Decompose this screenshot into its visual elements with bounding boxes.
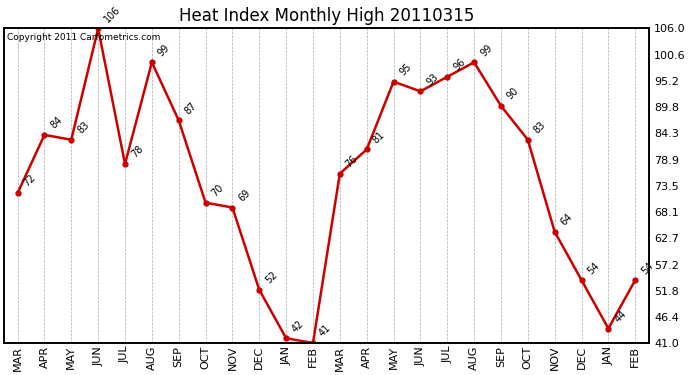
Text: 95: 95 <box>397 62 413 78</box>
Text: 106: 106 <box>102 4 122 24</box>
Text: 52: 52 <box>264 270 279 286</box>
Text: 70: 70 <box>210 183 226 198</box>
Text: 87: 87 <box>183 100 199 116</box>
Text: 41: 41 <box>317 323 333 339</box>
Text: 99: 99 <box>478 42 494 58</box>
Text: 42: 42 <box>290 318 306 334</box>
Text: 69: 69 <box>237 188 253 203</box>
Text: 54: 54 <box>640 260 655 276</box>
Text: 78: 78 <box>129 144 145 160</box>
Title: Heat Index Monthly High 20110315: Heat Index Monthly High 20110315 <box>179 8 474 26</box>
Text: 84: 84 <box>48 115 64 131</box>
Text: 54: 54 <box>586 260 602 276</box>
Text: 64: 64 <box>559 212 575 228</box>
Text: Copyright 2011 Carfometrics.com: Copyright 2011 Carfometrics.com <box>8 33 161 42</box>
Text: 72: 72 <box>22 173 38 189</box>
Text: 81: 81 <box>371 129 386 145</box>
Text: 44: 44 <box>613 309 629 324</box>
Text: 99: 99 <box>156 42 172 58</box>
Text: 90: 90 <box>505 86 521 102</box>
Text: 83: 83 <box>75 120 91 136</box>
Text: 76: 76 <box>344 154 359 170</box>
Text: 96: 96 <box>451 57 467 73</box>
Text: 93: 93 <box>424 71 440 87</box>
Text: 83: 83 <box>532 120 548 136</box>
